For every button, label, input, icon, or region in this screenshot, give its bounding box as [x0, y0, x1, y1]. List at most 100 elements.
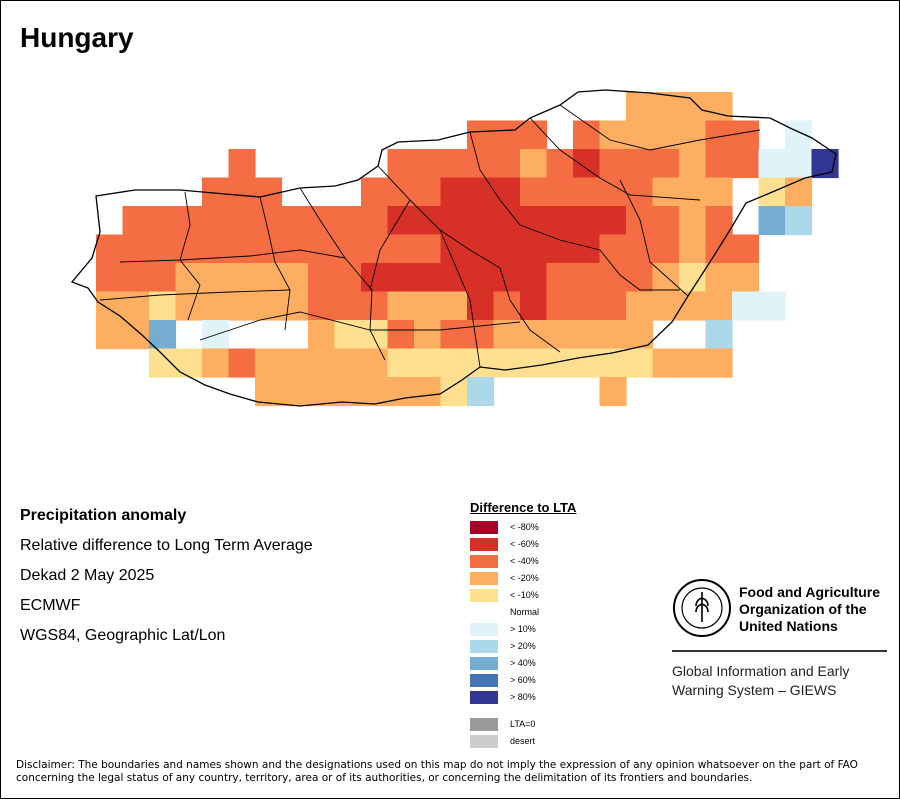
legend-swatch: [470, 691, 498, 704]
legend-label: > 20%: [510, 641, 536, 651]
grid-cell: [732, 149, 760, 179]
disclaimer: Disclaimer: The boundaries and names sho…: [16, 759, 858, 784]
grid-cell: [758, 206, 786, 236]
grid-cell: [573, 120, 601, 150]
grid-cell: [308, 263, 336, 293]
grid-cell: [334, 263, 362, 293]
grid-cell: [599, 234, 627, 264]
grid-cell: [361, 320, 389, 350]
legend-label: > 80%: [510, 692, 536, 702]
grid-cell: [652, 92, 680, 122]
grid-cell: [520, 234, 548, 264]
grid-cell: [467, 377, 495, 407]
grid-cell: [546, 320, 574, 350]
grid-cell: [599, 320, 627, 350]
legend-row: > 10%: [470, 621, 576, 638]
grid-cell: [573, 320, 601, 350]
map-legend: Difference to LTA < -80% < -60% < -40% < -2…: [470, 500, 576, 750]
grid-cell: [334, 320, 362, 350]
grid-cell: [255, 377, 283, 407]
grid-cell: [149, 291, 177, 321]
grid-cell: [493, 291, 521, 321]
grid-cell: [440, 263, 468, 293]
grid-cell: [228, 234, 256, 264]
legend-extra: LTA=0 desert: [470, 716, 576, 750]
grid-cell: [520, 348, 548, 378]
legend-label: < -10%: [510, 590, 539, 600]
grid-cell: [520, 320, 548, 350]
grid-cell: [255, 291, 283, 321]
grid-cell: [626, 177, 654, 207]
legend-row: LTA=0: [470, 716, 576, 733]
grid-cell: [785, 206, 813, 236]
grid-cell: [679, 177, 707, 207]
legend-swatch: [470, 735, 498, 748]
grid-cell: [652, 206, 680, 236]
grid-cell: [546, 177, 574, 207]
grid-cell: [414, 291, 442, 321]
legend-row: < -40%: [470, 553, 576, 570]
grid-cell: [149, 234, 177, 264]
grid-cell: [387, 149, 415, 179]
grid-cell: [599, 120, 627, 150]
grid-cell: [785, 120, 813, 150]
grid-cell: [361, 177, 389, 207]
grid-cell: [440, 177, 468, 207]
grid-cell: [705, 320, 733, 350]
grid-cell: [679, 234, 707, 264]
legend-label: < -60%: [510, 539, 539, 549]
grid-cell: [546, 234, 574, 264]
fao-name-line: United Nations: [739, 618, 838, 634]
grid-cell: [281, 206, 309, 236]
grid-cell: [599, 263, 627, 293]
info-description: Relative difference to Long Term Average: [20, 537, 313, 554]
grid-cell: [626, 149, 654, 179]
grid-cell: [202, 291, 230, 321]
grid-cell: [493, 348, 521, 378]
legend-row: > 80%: [470, 689, 576, 706]
grid-cell: [440, 149, 468, 179]
grid-cell: [96, 320, 124, 350]
grid-cell: [493, 234, 521, 264]
grid-cell: [308, 206, 336, 236]
legend-row: Normal: [470, 604, 576, 621]
grid-cell: [467, 120, 495, 150]
grid-cell: [599, 291, 627, 321]
fao-name-line: Food and Agriculture: [739, 584, 881, 600]
grid-cell: [705, 263, 733, 293]
grid-cell: [202, 348, 230, 378]
grid-cell: [308, 291, 336, 321]
info-projection: WGS84, Geographic Lat/Lon: [20, 627, 226, 644]
grid-cell: [520, 263, 548, 293]
grid-cell: [414, 149, 442, 179]
legend-row: < -20%: [470, 570, 576, 587]
grid-cell: [493, 177, 521, 207]
legend-swatch: [470, 623, 498, 636]
grid-cell: [255, 263, 283, 293]
grid-cell: [679, 149, 707, 179]
grid-cell: [308, 377, 336, 407]
legend-swatch: [470, 572, 498, 585]
grid-cell: [281, 348, 309, 378]
grid-cell: [467, 320, 495, 350]
legend-label: LTA=0: [510, 719, 536, 729]
grid-cell: [228, 291, 256, 321]
grid-cell: [626, 263, 654, 293]
grid-cell: [520, 177, 548, 207]
map-info: Precipitation anomaly Relative differenc…: [20, 506, 313, 656]
grid-cell: [732, 291, 760, 321]
grid-cell: [705, 206, 733, 236]
map-title: Hungary: [20, 22, 134, 53]
grid-cell: [308, 348, 336, 378]
grid-cell: [546, 206, 574, 236]
grid-cell: [228, 263, 256, 293]
grid-cell: [281, 234, 309, 264]
grid-cell: [440, 320, 468, 350]
grid-cell: [626, 291, 654, 321]
grid-cell: [705, 92, 733, 122]
grid-cell: [679, 206, 707, 236]
legend-label: > 60%: [510, 675, 536, 685]
legend-classes: < -80% < -60% < -40% < -20% < -10% Normal > 10…: [470, 519, 576, 706]
grid-cell: [785, 149, 813, 179]
